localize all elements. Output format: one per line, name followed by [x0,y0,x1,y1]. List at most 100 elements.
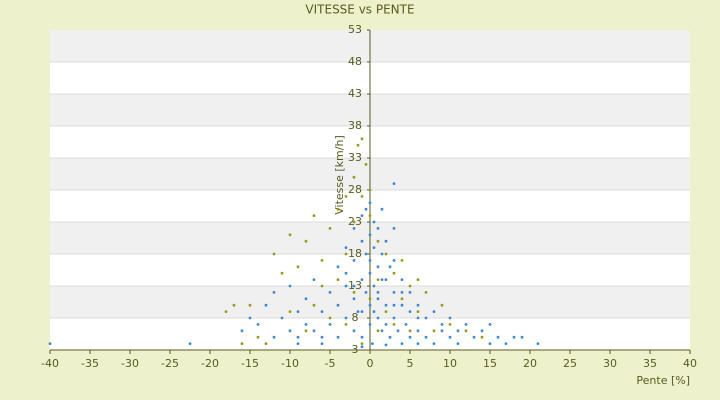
point [344,271,348,275]
point [416,310,420,313]
point [312,214,316,218]
point [368,323,372,326]
point [248,303,252,307]
x-tick-label: -15 [241,357,259,370]
point [304,239,308,243]
point [472,335,476,339]
point [344,195,348,198]
point [372,220,376,224]
point [344,316,348,320]
point [256,323,260,326]
x-tick-label: 30 [603,357,617,370]
point [352,291,356,294]
point [480,335,484,339]
point [432,342,436,345]
point [344,284,348,288]
x-tick-label: 25 [563,357,577,370]
point [392,271,396,275]
point [448,335,452,339]
point [384,252,388,256]
point [296,310,300,313]
point [264,303,268,307]
point [424,316,428,320]
y-tick-label: 38 [348,119,362,132]
point [344,323,348,326]
point [368,188,372,192]
point [368,233,372,237]
point [320,259,324,262]
point [376,227,380,230]
point [480,329,484,333]
point [352,175,356,179]
point [288,329,292,333]
point [328,291,332,294]
y-tick-label: 53 [348,23,362,36]
point [360,342,364,345]
point [304,329,308,333]
point [312,329,316,333]
x-tick-label: -25 [161,357,179,370]
point [392,291,396,294]
point [372,310,376,313]
point [352,259,356,262]
y-tick-label: 18 [348,247,362,260]
point [232,303,236,307]
point [432,310,436,313]
point [408,329,412,333]
point [360,137,364,141]
point [364,163,368,166]
point [520,335,524,339]
point [356,143,360,147]
point [496,335,500,339]
point [368,297,372,301]
point [356,310,360,313]
point [400,297,404,301]
point [456,329,460,333]
point [364,252,368,256]
y-tick-label: 33 [348,151,362,164]
x-tick-label: -40 [41,357,59,370]
point [352,297,356,301]
point [368,214,372,218]
point [272,335,276,339]
point [188,342,192,345]
point [240,329,244,333]
point [280,316,284,320]
point [440,323,444,326]
point [512,335,516,339]
point [240,342,244,345]
point [416,278,420,281]
point [368,303,372,307]
point [416,329,420,333]
point [392,227,396,230]
point [328,227,332,230]
x-tick-label: 0 [367,357,374,370]
point [376,297,380,301]
point [372,284,376,288]
point [432,329,436,333]
point [448,323,452,326]
point [344,246,348,250]
point [388,265,392,269]
point [352,329,356,333]
x-tick-label: -30 [121,357,139,370]
chart-title: VITESSE vs PENTE [305,3,414,17]
point [352,227,356,230]
x-tick-label: 10 [443,357,457,370]
point [272,252,276,256]
point [336,335,340,339]
point [312,278,316,281]
point [360,310,364,313]
x-tick-label: -5 [325,357,336,370]
point [248,316,252,320]
point [296,265,300,269]
point [380,278,384,281]
point [320,335,324,339]
point [408,310,412,313]
point [400,278,404,281]
point [404,323,408,326]
point [320,342,324,345]
point [384,310,388,313]
point [392,316,396,320]
point [440,329,444,333]
